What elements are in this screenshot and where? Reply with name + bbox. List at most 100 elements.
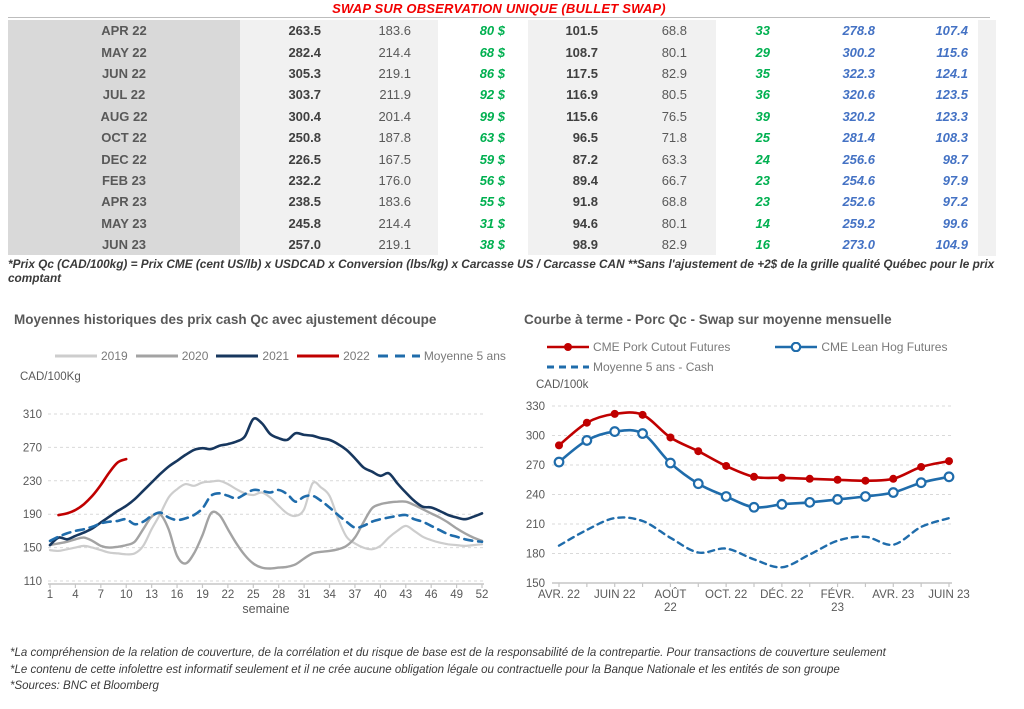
table-value-cell: 36 [716, 84, 783, 106]
table-value-cell: 87.2 [528, 148, 618, 170]
table-value-cell: 24 [716, 148, 783, 170]
table-value-cell: 68.8 [618, 191, 716, 213]
svg-text:4: 4 [72, 589, 79, 601]
table-month-cell: APR 22 [8, 20, 240, 42]
table-value-cell: 76.5 [618, 105, 716, 127]
svg-text:JUIN 23: JUIN 23 [928, 589, 970, 601]
table-value-cell: 211.9 [328, 84, 438, 106]
left-chart-title: Moyennes historiques des prix cash Qc av… [14, 312, 437, 327]
right-chart-title: Courbe à terme - Porc Qc - Swap sur moye… [524, 312, 892, 327]
table-value-cell: 92 $ [438, 84, 528, 106]
title-underline [8, 17, 990, 18]
legend-line-swatch [547, 343, 589, 351]
table-value-cell: 99.6 [883, 212, 973, 234]
right-chart: 150 180 210 240 270 300 330 AVR. 22 JUIN 22 AOÛT 2… [526, 401, 970, 614]
table-value-cell: 80.1 [618, 212, 716, 234]
table-value-cell: 282.4 [240, 41, 328, 63]
svg-text:31: 31 [298, 589, 311, 601]
legend-label: CME Lean Hog Futures [821, 340, 948, 354]
table-value-cell: 68 $ [438, 41, 528, 63]
table-value-cell: 66.7 [618, 169, 716, 192]
table-value-cell: 31 $ [438, 212, 528, 234]
table-value-cell: 219.1 [328, 62, 438, 85]
table-month-cell: MAY 23 [8, 212, 240, 234]
svg-text:13: 13 [145, 589, 158, 601]
table-value-cell: 263.5 [240, 20, 328, 42]
table-value-cell: 305.3 [240, 62, 328, 85]
table-value-cell: 322.3 [783, 62, 883, 85]
footer-note-sources: *Sources: BNC et Bloomberg [10, 680, 159, 692]
table-value-cell: 303.7 [240, 84, 328, 106]
table-value-cell: 320.6 [783, 84, 883, 106]
table-value-cell: 56 $ [438, 169, 528, 192]
table-value-cell: 98.7 [883, 148, 973, 170]
table-value-cell: 94.6 [528, 212, 618, 234]
table-value-cell: 82.9 [618, 233, 716, 256]
svg-text:110: 110 [24, 576, 42, 588]
svg-text:25: 25 [247, 589, 260, 601]
table-value-cell: 39 [716, 105, 783, 127]
table-value-cell: 273.0 [783, 233, 883, 256]
table-value-cell: 115.6 [528, 105, 618, 127]
table-value-cell: 68.8 [618, 20, 716, 42]
svg-text:190: 190 [23, 509, 42, 521]
svg-text:1: 1 [47, 589, 53, 601]
table-month-cell: APR 23 [8, 191, 240, 213]
table-value-cell: 124.1 [883, 62, 973, 85]
svg-text:AVR. 22: AVR. 22 [538, 589, 580, 601]
svg-text:300: 300 [526, 431, 545, 443]
table-value-cell: 300.2 [783, 41, 883, 63]
svg-text:34: 34 [323, 589, 336, 601]
table-value-cell: 25 [716, 126, 783, 149]
table-value-cell: 183.6 [328, 20, 438, 42]
svg-text:AVR. 23: AVR. 23 [872, 589, 914, 601]
right-chart-legend-row2: Moyenne 5 ans - Cash [546, 360, 714, 374]
svg-text:19: 19 [196, 589, 209, 601]
left-chart-unit-label: CAD/100Kg [20, 371, 81, 383]
table-value-cell: 167.5 [328, 148, 438, 170]
table-month-cell: JUN 23 [8, 233, 240, 256]
table-value-cell: 252.6 [783, 191, 883, 213]
svg-text:semaine: semaine [242, 602, 289, 616]
legend-line-swatch [775, 342, 818, 352]
table-value-cell: 278.8 [783, 20, 883, 42]
table-value-cell: 123.5 [883, 84, 973, 106]
table-value-cell: 29 [716, 41, 783, 63]
table-value-cell: 219.1 [328, 233, 438, 256]
legend-item: 2019 [54, 349, 128, 363]
svg-text:270: 270 [23, 442, 42, 454]
table-value-cell: 257.0 [240, 233, 328, 256]
svg-text:230: 230 [23, 476, 42, 488]
table-value-cell: 256.6 [783, 148, 883, 170]
table-value-cell: 250.8 [240, 126, 328, 149]
table-value-cell: 23 [716, 191, 783, 213]
svg-text:180: 180 [526, 549, 545, 561]
legend-line-swatch [547, 365, 589, 369]
footer-note-legal: *Le contenu de cette infolettre est info… [10, 663, 840, 676]
table-value-cell: 97.9 [883, 169, 973, 192]
table-month-cell: OCT 22 [8, 126, 240, 149]
table-value-cell: 214.4 [328, 41, 438, 63]
svg-text:10: 10 [120, 589, 133, 601]
right-chart-unit-label: CAD/100k [536, 379, 589, 391]
legend-line-swatch [135, 354, 178, 358]
svg-text:DÉC. 22: DÉC. 22 [760, 588, 803, 601]
left-chart: 110 150 190 230 270 310 1 4 7 10 13 16 19 22 25 28 31 34 3… [23, 409, 489, 616]
svg-text:240: 240 [526, 490, 545, 502]
table-value-cell: 300.4 [240, 105, 328, 127]
table-value-cell: 117.5 [528, 62, 618, 85]
table-value-cell: 281.4 [783, 126, 883, 149]
table-value-cell: 104.9 [883, 233, 973, 256]
table-value-cell: 108.7 [528, 41, 618, 63]
table-month-cell: DEC 22 [8, 148, 240, 170]
table-value-cell: 99 $ [438, 105, 528, 127]
table-value-cell: 238.5 [240, 191, 328, 213]
legend-label: 2021 [262, 349, 290, 363]
table-value-cell: 320.2 [783, 105, 883, 127]
swap-table-title: SWAP SUR OBSERVATION UNIQUE (BULLET SWAP… [332, 1, 666, 16]
legend-item: 2020 [135, 349, 208, 363]
price-formula-footnote: *Prix Qc (CAD/100kg) = Prix CME (cent US… [8, 257, 995, 285]
table-value-cell: 55 $ [438, 191, 528, 213]
